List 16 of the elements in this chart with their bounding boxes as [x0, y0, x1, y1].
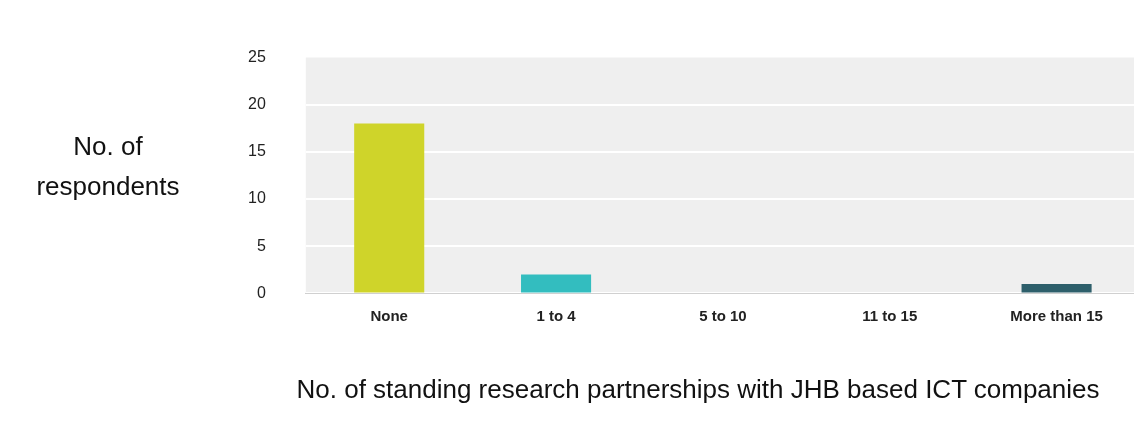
x-tick-label: 11 to 15	[862, 306, 918, 324]
x-tick-label: 1 to 4	[536, 306, 577, 324]
bar	[521, 274, 592, 293]
bar	[1021, 283, 1092, 293]
x-tick-label: More than 15	[1010, 306, 1103, 324]
x-tick-label: None	[370, 306, 408, 324]
y-tick-label: 10	[248, 189, 266, 207]
x-tick-label: 5 to 10	[699, 306, 747, 324]
y-tick-label: 20	[248, 95, 266, 113]
y-tick-label: 15	[248, 142, 266, 160]
bar	[354, 123, 425, 293]
x-axis-title: No. of standing research partnerships with JHB based ICT companies	[295, 373, 1101, 406]
y-tick-label: 5	[256, 236, 266, 254]
y-tick-label: 0	[256, 283, 266, 301]
y-axis-title: No. of respondents	[35, 130, 181, 203]
y-tick-label: 25	[248, 48, 266, 66]
